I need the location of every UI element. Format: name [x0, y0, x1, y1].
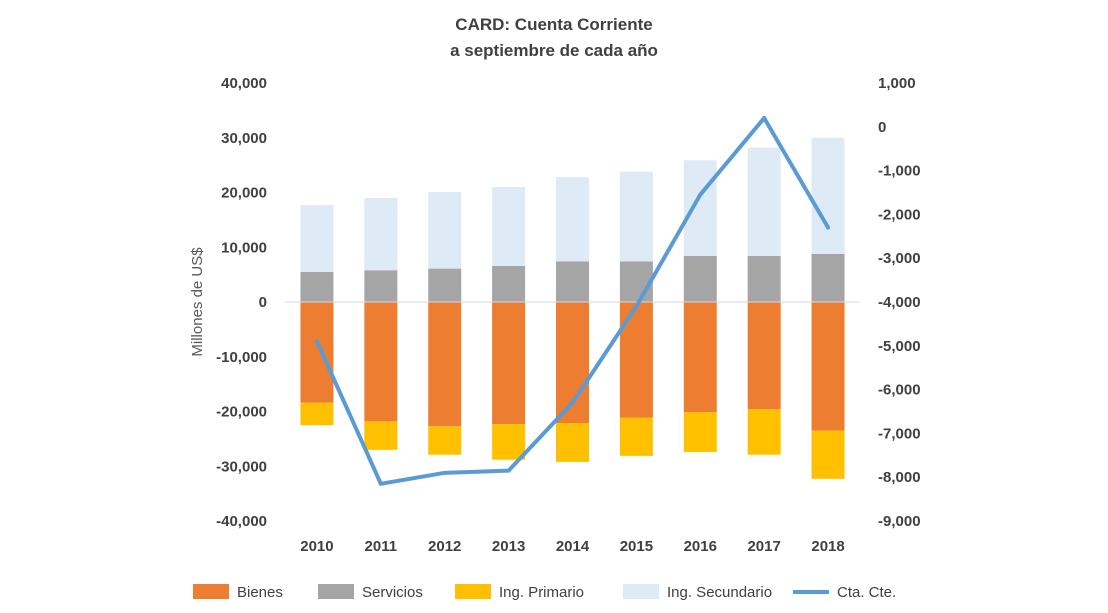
legend-swatch	[455, 584, 491, 599]
bar-servicios-2017	[747, 256, 781, 302]
bar-ing-secundario-2012	[428, 191, 462, 269]
y-tick-label: 0	[259, 294, 267, 311]
y-tick-label: -30,000	[216, 458, 267, 475]
line-point-2011	[378, 481, 383, 486]
legend-swatch	[623, 584, 659, 599]
bar-ing-secundario-2010	[300, 205, 334, 272]
legend-label: Servicios	[362, 584, 423, 601]
y2-tick-label: -2,000	[878, 206, 921, 223]
line-point-2015	[634, 304, 639, 309]
bar-ing-secundario-2014	[556, 177, 589, 262]
bar-ing-secundario-2016	[683, 160, 717, 257]
y-tick-label: -20,000	[216, 404, 267, 421]
bar-ing-secundario-2011	[364, 197, 398, 271]
bar-ing-secundario-2013	[492, 187, 526, 266]
bar-servicios-2011	[364, 270, 398, 302]
bar-series	[300, 137, 845, 479]
legend-swatch	[193, 584, 229, 599]
bar-ing-primario-2014	[556, 422, 589, 462]
bar-servicios-2015	[619, 261, 653, 302]
bar-ing-primario-2018	[811, 430, 845, 479]
bar-ing-primario-2012	[428, 426, 462, 455]
y-tick-label: 30,000	[221, 130, 267, 147]
bar-servicios-2010	[300, 271, 334, 302]
bar-servicios-2013	[492, 265, 526, 302]
x-tick-label: 2010	[300, 538, 333, 555]
bar-bienes-2010	[300, 302, 334, 403]
y2-tick-label: 1,000	[878, 75, 916, 92]
y-tick-label: -40,000	[216, 513, 267, 530]
legend-label: Bienes	[237, 584, 283, 601]
x-tick-label: 2011	[365, 538, 398, 555]
bar-ing-primario-2016	[683, 412, 717, 453]
line-point-2012	[442, 470, 447, 475]
right-axis-ticks: 1,000 0 -1,000 -2,000 -3,000 -4,000 -5,000 -6,0…	[878, 75, 921, 530]
legend-label: Cta. Cte.	[837, 584, 896, 601]
y2-tick-label: -6,000	[878, 382, 921, 399]
y2-tick-label: -3,000	[878, 250, 921, 267]
bar-ing-primario-2015	[619, 417, 653, 456]
legend-label: Ing. Primario	[499, 584, 584, 601]
bar-ing-primario-2013	[492, 424, 526, 460]
x-tick-label: 2015	[620, 538, 653, 555]
line-point-2018	[826, 225, 831, 230]
bar-ing-secundario-2017	[747, 147, 781, 257]
bar-bienes-2018	[811, 302, 845, 431]
bar-bienes-2013	[492, 302, 526, 425]
legend-label: Ing. Secundario	[667, 584, 772, 601]
line-point-2010	[314, 339, 319, 344]
y-tick-label: 40,000	[221, 75, 267, 92]
y2-tick-label: -4,000	[878, 294, 921, 311]
x-tick-label: 2014	[556, 538, 590, 555]
bar-servicios-2014	[556, 261, 589, 302]
chart-title: CARD: Cuenta Corriente	[455, 15, 652, 34]
y-axis-label: Millones de US$	[189, 247, 206, 357]
line-point-2017	[762, 116, 767, 121]
line-point-2014	[570, 400, 575, 405]
legend-swatch	[318, 584, 354, 599]
y2-tick-label: -1,000	[878, 163, 921, 180]
bar-ing-primario-2010	[300, 402, 334, 426]
bar-bienes-2015	[619, 302, 653, 418]
left-axis-ticks: 40,000 30,000 20,000 10,000 0 -10,000 -20,000 -…	[216, 75, 267, 530]
bar-servicios-2012	[428, 268, 462, 302]
x-tick-label: 2016	[684, 538, 717, 555]
x-tick-label: 2017	[747, 538, 780, 555]
bar-bienes-2016	[683, 302, 717, 413]
y2-tick-label: -8,000	[878, 469, 921, 486]
x-tick-label: 2013	[492, 538, 525, 555]
x-tick-label: 2012	[428, 538, 461, 555]
chart-subtitle: a septiembre de cada año	[450, 41, 658, 60]
category-labels: 2010 2011 2012 2013 2014 2015 2016 2017 2018	[300, 538, 844, 555]
y2-tick-label: -5,000	[878, 338, 921, 355]
y-tick-label: 20,000	[221, 185, 267, 202]
bar-bienes-2012	[428, 302, 462, 427]
bar-bienes-2011	[364, 302, 398, 422]
bar-bienes-2017	[747, 302, 781, 410]
x-tick-label: 2018	[811, 538, 844, 555]
bar-servicios-2018	[811, 253, 845, 302]
bar-ing-primario-2011	[364, 421, 398, 450]
y-tick-label: -10,000	[216, 349, 267, 366]
y2-tick-label: 0	[878, 119, 886, 136]
legend: Bienes Servicios Ing. Primario Ing. Secunda…	[193, 584, 896, 601]
y-tick-label: 10,000	[221, 239, 267, 256]
line-point-2016	[698, 192, 703, 197]
y2-tick-label: -7,000	[878, 425, 921, 442]
bar-ing-secundario-2015	[619, 171, 653, 262]
line-series-group	[314, 116, 831, 486]
line-point-2013	[506, 468, 511, 473]
bar-ing-secundario-2018	[811, 137, 845, 254]
bar-ing-primario-2017	[747, 409, 781, 455]
bar-servicios-2016	[683, 256, 717, 302]
y2-tick-label: -9,000	[878, 513, 921, 530]
